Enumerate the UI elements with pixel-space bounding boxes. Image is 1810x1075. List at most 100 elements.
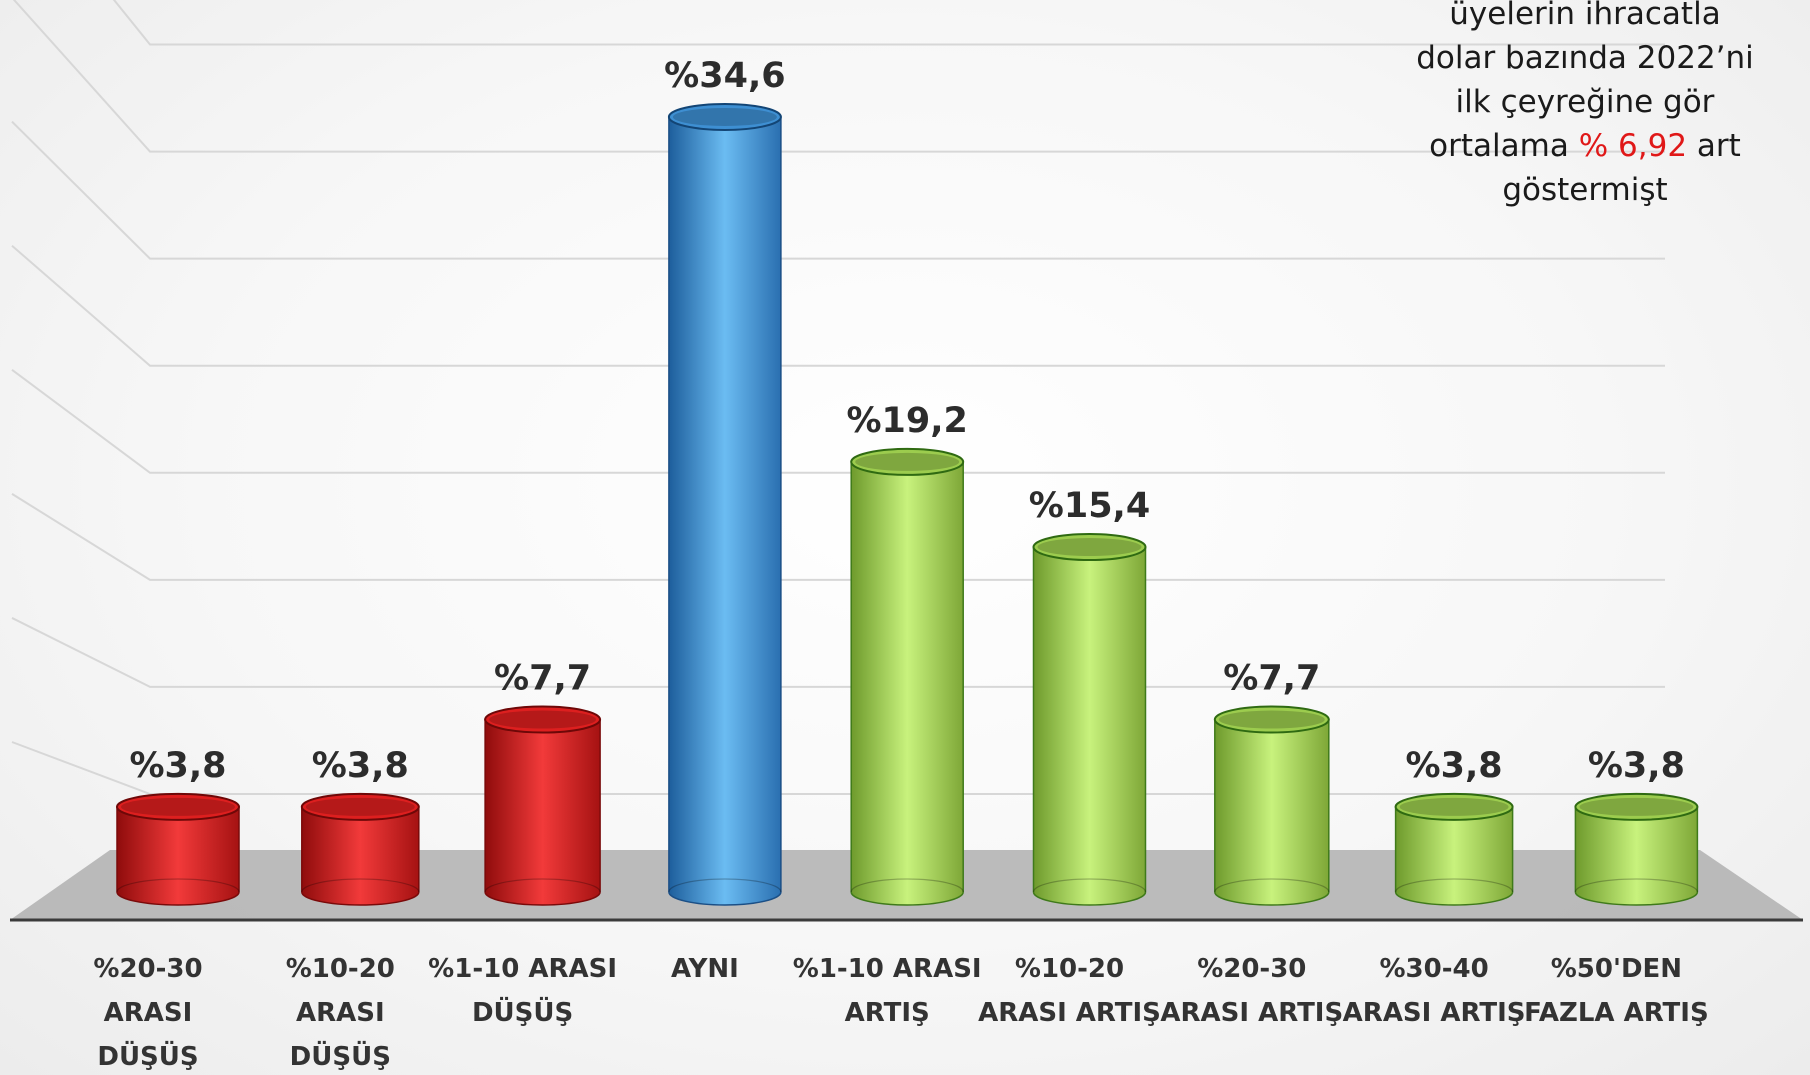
bar-body <box>668 116 782 906</box>
bar-body <box>1032 546 1147 906</box>
bar-9 <box>1574 792 1699 906</box>
bar-base-rim <box>668 878 782 893</box>
bars <box>116 102 1699 906</box>
category-label-line: %1-10 ARASI <box>428 954 617 984</box>
bar-base-rim <box>301 878 420 893</box>
bar-top-cap <box>1574 792 1699 821</box>
category-label: %50'DEN FAZLA ARTIŞ <box>1524 954 1709 1028</box>
gridline <box>12 0 1665 153</box>
category-label: AYNI <box>671 954 739 984</box>
category-label-line: %50'DEN <box>1551 954 1682 984</box>
bar-6 <box>1032 533 1147 906</box>
value-label: %3,8 <box>312 746 409 786</box>
note-line-1: üyelerin ihracatla <box>1449 0 1721 32</box>
category-label-line: %1-10 ARASI <box>793 954 982 984</box>
bar-base-rim <box>1395 878 1514 893</box>
note-line-4: ortalama % 6,92 art <box>1360 124 1810 168</box>
category-label: %1-10 ARASI DÜŞÜŞ <box>428 954 617 1028</box>
category-label: %20-30 ARASI DÜŞÜŞ <box>93 954 202 1072</box>
category-label-line: DÜŞÜŞ <box>472 995 573 1028</box>
category-label: %10-20 ARASI DÜŞÜŞ <box>286 954 395 1072</box>
category-label: %10-20 ARASI ARTIŞ <box>978 954 1161 1028</box>
value-label: %3,8 <box>1588 746 1685 786</box>
bar-top-cap <box>667 102 782 131</box>
bar-7 <box>1213 705 1330 906</box>
bar-1 <box>116 792 240 906</box>
bar-4 <box>667 102 782 906</box>
bar-base-rim <box>116 878 240 893</box>
value-label: %3,8 <box>1406 746 1503 786</box>
category-label-line: %10-20 <box>286 954 395 984</box>
gridline <box>11 368 1665 474</box>
bar-top-inner <box>305 797 415 816</box>
category-label-line: %10-20 <box>1015 954 1124 984</box>
bar-2 <box>300 792 420 906</box>
value-label: %34,6 <box>664 56 785 96</box>
bar-top-inner <box>1399 797 1509 816</box>
note-highlight-value: % 6,92 <box>1578 128 1688 164</box>
bar-body <box>1394 806 1514 906</box>
category-label-line: DÜŞÜŞ <box>290 1039 391 1072</box>
category-label-line: AYNI <box>671 954 739 984</box>
category-label-line: %30-40 <box>1379 954 1488 984</box>
category-label: %30-40 ARASI ARTIŞ <box>1343 954 1526 1028</box>
bar-top-inner <box>855 452 960 471</box>
bar-top-inner <box>672 107 777 126</box>
category-label-line: FAZLA ARTIŞ <box>1524 998 1709 1028</box>
bar-top-inner <box>1579 797 1694 816</box>
bar-top-cap <box>1213 705 1330 734</box>
summary-note: üyelerin ihracatla dolar bazında 2022’ni… <box>1360 0 1810 212</box>
bar-base-rim <box>1574 878 1698 893</box>
bar-body <box>484 718 601 906</box>
value-label: %15,4 <box>1029 486 1150 526</box>
bar-top-inner <box>1218 710 1325 729</box>
gridline <box>11 741 1665 795</box>
category-label: %1-10 ARASI ARTIŞ <box>793 954 982 1028</box>
category-label: %20-30 ARASI ARTIŞ <box>1160 954 1343 1028</box>
gridline <box>112 0 1665 46</box>
gridline <box>11 617 1665 688</box>
category-label-line: ARASI ARTIŞ <box>978 998 1161 1028</box>
category-label-line: ARASI <box>104 998 193 1028</box>
gridlines <box>11 0 1665 795</box>
bar-base-rim <box>1214 878 1330 893</box>
value-labels: %3,8 %3,8 %7,7 %34,6 %19,2 %15,4 %7,7 %3,8 %3,8 <box>129 56 1684 786</box>
category-label-line: %20-30 <box>1197 954 1306 984</box>
bar-body <box>301 806 420 906</box>
bar-top-cap <box>1032 533 1147 562</box>
category-label-line: ARASI ARTIŞ <box>1160 998 1343 1028</box>
bar-top-cap <box>300 792 420 821</box>
bar-base-rim <box>850 878 964 893</box>
bar-body <box>1214 718 1330 906</box>
note-line-4-pre: ortalama <box>1429 128 1579 164</box>
value-label: %19,2 <box>846 401 967 441</box>
note-line-5: göstermişt <box>1502 172 1668 208</box>
bar-top-cap <box>850 447 965 476</box>
bar-body <box>850 461 964 906</box>
note-line-3: ilk çeyreğine gör <box>1455 84 1715 120</box>
gridline <box>11 493 1665 581</box>
category-label-line: DÜŞÜŞ <box>97 1039 198 1072</box>
bar-top-inner <box>1037 538 1142 557</box>
bar-top-inner <box>121 797 235 816</box>
bar-top-cap <box>116 792 240 821</box>
gridline <box>11 120 1665 260</box>
category-label-line: %20-30 <box>93 954 202 984</box>
bar-5 <box>850 447 965 906</box>
bar-body <box>116 806 240 906</box>
note-line-2: dolar bazında 2022’ni <box>1416 40 1754 76</box>
category-label-line: ARASI <box>296 998 385 1028</box>
bar-base-rim <box>484 878 601 893</box>
value-label: %7,7 <box>494 659 591 699</box>
bar-top-cap <box>484 705 602 734</box>
bar-base-rim <box>1032 878 1147 893</box>
note-line-4-post: art <box>1687 128 1741 164</box>
category-label-line: ARASI ARTIŞ <box>1343 998 1526 1028</box>
bar-top-cap <box>1394 792 1514 821</box>
bar-top-inner <box>489 710 597 729</box>
bar-3 <box>484 705 602 906</box>
category-labels: %20-30 ARASI DÜŞÜŞ%10-20 ARASI DÜŞÜŞ%1-10 AR… <box>93 954 1708 1072</box>
value-label: %7,7 <box>1223 659 1320 699</box>
gridline <box>11 244 1665 367</box>
